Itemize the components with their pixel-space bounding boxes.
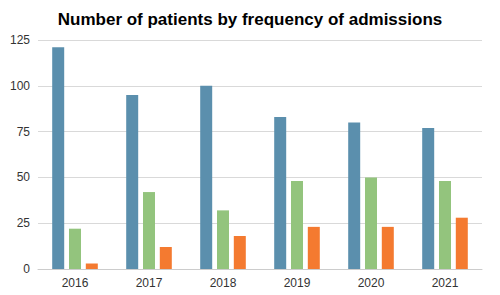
svg-text:75: 75 bbox=[17, 125, 31, 139]
svg-text:0: 0 bbox=[23, 262, 30, 276]
svg-text:2020: 2020 bbox=[358, 276, 385, 290]
svg-text:2018: 2018 bbox=[210, 276, 237, 290]
svg-text:Number of patients by frequenc: Number of patients by frequency of admis… bbox=[58, 10, 442, 29]
svg-text:2021: 2021 bbox=[432, 276, 459, 290]
svg-text:25: 25 bbox=[17, 216, 31, 230]
svg-text:2016: 2016 bbox=[62, 276, 89, 290]
svg-text:125: 125 bbox=[10, 33, 30, 47]
svg-text:50: 50 bbox=[17, 170, 31, 184]
svg-text:2019: 2019 bbox=[284, 276, 311, 290]
svg-text:2017: 2017 bbox=[136, 276, 163, 290]
svg-text:100: 100 bbox=[10, 79, 30, 93]
